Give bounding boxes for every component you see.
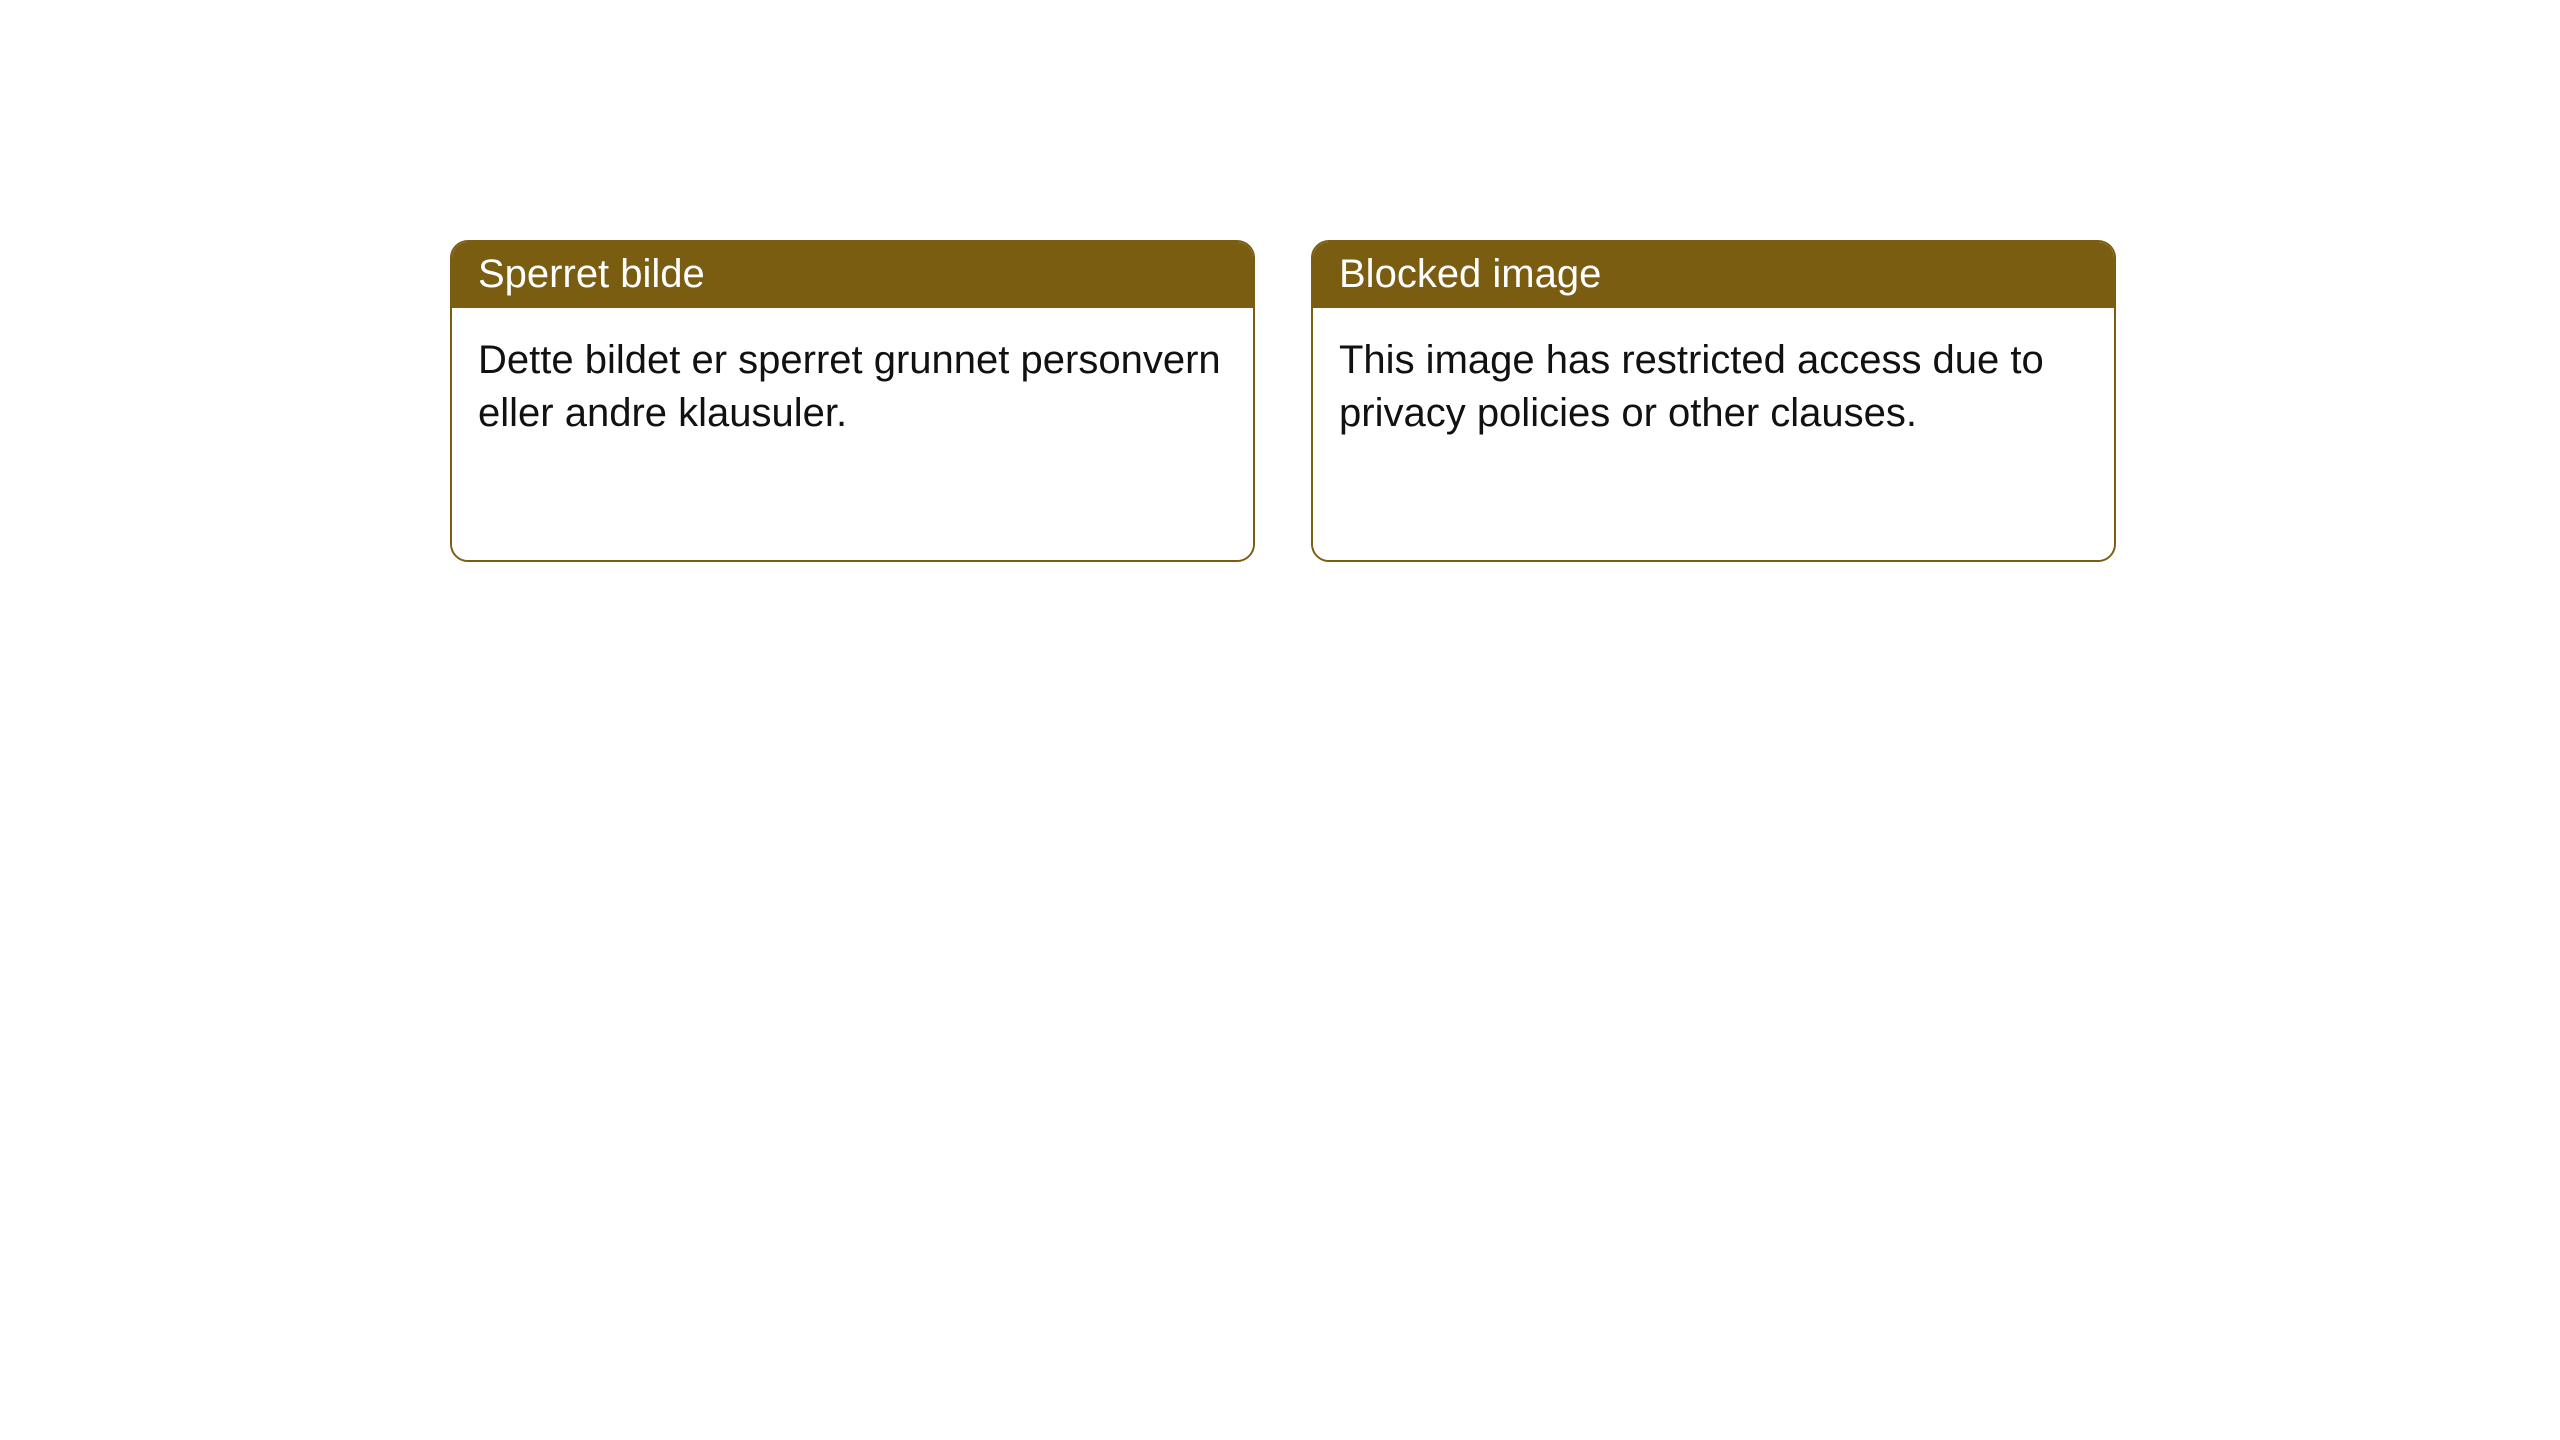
page: Sperret bilde Dette bildet er sperret gr…: [0, 0, 2560, 1440]
card-title: Blocked image: [1313, 242, 2114, 308]
card-title: Sperret bilde: [452, 242, 1253, 308]
card-body: Dette bildet er sperret grunnet personve…: [452, 308, 1253, 560]
blocked-card-norwegian: Sperret bilde Dette bildet er sperret gr…: [450, 240, 1255, 562]
cards-row: Sperret bilde Dette bildet er sperret gr…: [450, 240, 2116, 562]
blocked-card-english: Blocked image This image has restricted …: [1311, 240, 2116, 562]
card-body: This image has restricted access due to …: [1313, 308, 2114, 560]
